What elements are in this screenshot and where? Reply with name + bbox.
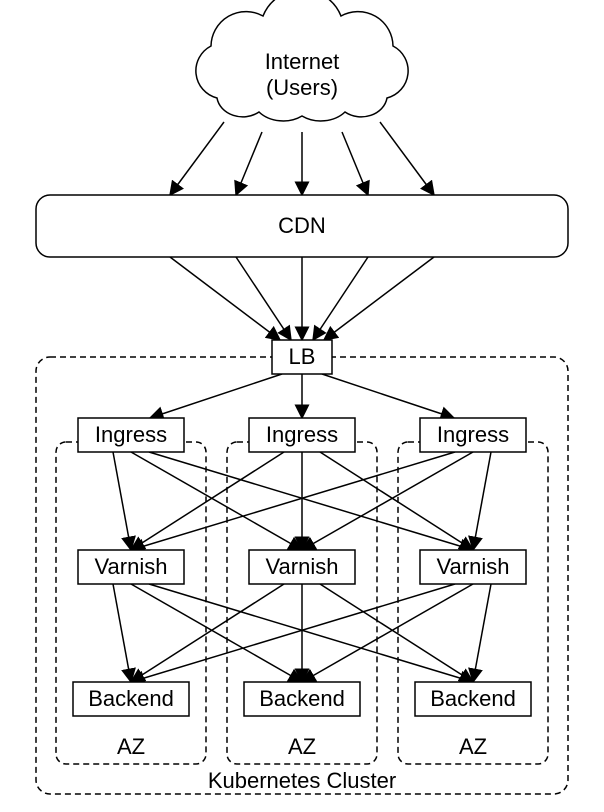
- edge-mesh-1-2-1: [302, 584, 473, 682]
- edge-lb-ingress-0: [150, 374, 282, 418]
- varnish3-label: Varnish: [437, 554, 510, 579]
- edge-mesh-0-0-2: [149, 452, 473, 550]
- edge-internet-cdn-1: [236, 132, 262, 195]
- az2-label: AZ: [288, 734, 316, 759]
- cdn-label: CDN: [278, 213, 326, 238]
- az3-label: AZ: [459, 734, 487, 759]
- backend2-label: Backend: [259, 686, 345, 711]
- edge-internet-cdn-0: [170, 122, 224, 195]
- architecture-diagram: Internet(Users) CDN LB Ingress Ingress Ingres…: [0, 0, 604, 812]
- edge-mesh-0-0-1: [131, 452, 302, 550]
- edge-mesh-0-2-1: [302, 452, 473, 550]
- edge-mesh-0-1-0: [131, 452, 284, 550]
- ingress3-label: Ingress: [437, 422, 509, 447]
- edge-mesh-1-1-0: [131, 584, 284, 682]
- internet-label-1: Internet: [265, 49, 340, 74]
- ingress2-label: Ingress: [266, 422, 338, 447]
- edge-mesh-0-2-2: [473, 452, 491, 550]
- az1-label: AZ: [117, 734, 145, 759]
- internet-label-2: (Users): [266, 75, 338, 100]
- edge-internet-cdn-3: [342, 132, 368, 195]
- edge-internet-cdn-4: [380, 122, 434, 195]
- edge-mesh-1-0-2: [149, 584, 473, 682]
- ingress1-label: Ingress: [95, 422, 167, 447]
- backend3-label: Backend: [430, 686, 516, 711]
- edge-mesh-0-2-0: [131, 452, 455, 550]
- lb-label: LB: [289, 344, 316, 369]
- edge-mesh-0-1-2: [320, 452, 473, 550]
- edge-lb-ingress-2: [322, 374, 454, 418]
- edge-mesh-1-2-2: [473, 584, 491, 682]
- cluster-label: Kubernetes Cluster: [208, 768, 396, 793]
- edge-mesh-1-0-1: [131, 584, 302, 682]
- varnish1-label: Varnish: [95, 554, 168, 579]
- edge-mesh-0-0-0: [113, 452, 131, 550]
- edge-mesh-1-1-2: [320, 584, 473, 682]
- varnish2-label: Varnish: [266, 554, 339, 579]
- edge-mesh-1-2-0: [131, 584, 455, 682]
- edge-mesh-1-0-0: [113, 584, 131, 682]
- backend1-label: Backend: [88, 686, 174, 711]
